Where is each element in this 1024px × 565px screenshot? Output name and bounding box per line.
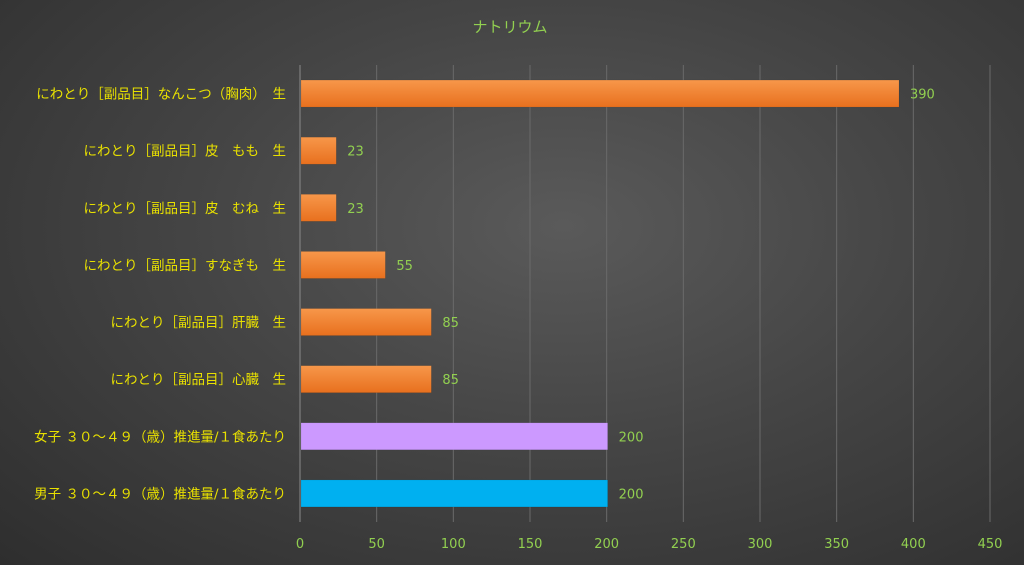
x-tick-label: 250 xyxy=(671,537,696,552)
data-label: 390 xyxy=(910,88,935,103)
x-tick-label: 50 xyxy=(368,537,385,552)
bar xyxy=(300,251,386,279)
x-tick-label: 100 xyxy=(441,537,466,552)
category-label: にわとり［副品目］すなぎも 生 xyxy=(84,258,287,274)
bar xyxy=(300,136,337,165)
bar xyxy=(300,194,337,222)
x-tick-label: 0 xyxy=(296,537,304,552)
category-label: にわとり［副品目］なんこつ（胸肉） 生 xyxy=(36,87,286,103)
x-tick-label: 450 xyxy=(978,537,1003,552)
data-label: 23 xyxy=(347,145,364,160)
gridlines xyxy=(299,65,991,522)
data-label: 85 xyxy=(442,373,459,388)
category-label: にわとり［副品目］肝臓 生 xyxy=(111,315,287,331)
category-label: にわとり［副品目］心臓 生 xyxy=(111,372,287,388)
bar xyxy=(300,422,608,451)
bar xyxy=(300,479,608,508)
category-label: 男子 ３０～４９（歳）推進量/１食あたり xyxy=(34,485,286,502)
bar xyxy=(300,79,900,108)
data-label: 55 xyxy=(396,259,413,274)
category-label: にわとり［副品目］皮 もも 生 xyxy=(84,144,287,160)
category-label: にわとり［副品目］皮 むね 生 xyxy=(84,201,287,217)
bar xyxy=(300,308,432,336)
x-tick-label: 350 xyxy=(824,537,849,552)
data-label: 200 xyxy=(619,430,644,445)
category-label: 女子 ３０～４９（歳）推進量/１食あたり xyxy=(34,428,286,445)
labels: 0 50 100 150 200 250 300 350 400 450 にわとり［副品目］なんこつ… xyxy=(34,87,1002,552)
bar xyxy=(300,365,432,393)
data-label: 23 xyxy=(347,202,364,217)
data-label: 85 xyxy=(442,316,459,331)
x-tick-label: 400 xyxy=(901,537,926,552)
x-tick-label: 300 xyxy=(748,537,773,552)
bars xyxy=(300,79,900,508)
x-tick-label: 200 xyxy=(594,537,619,552)
chart-title: ナトリウム xyxy=(472,18,547,36)
x-tick-label: 150 xyxy=(518,537,543,552)
data-label: 200 xyxy=(619,487,644,502)
